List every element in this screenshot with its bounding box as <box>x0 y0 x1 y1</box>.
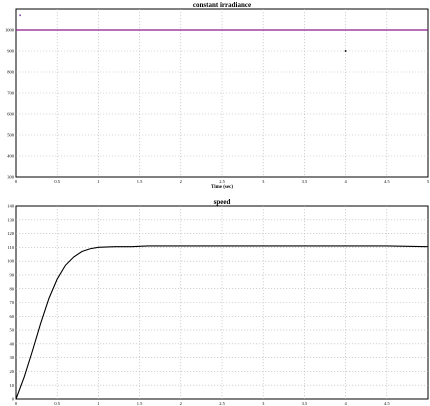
x-tick-label: 4.5 <box>384 179 390 184</box>
x-tick-label: 4.5 <box>384 401 390 406</box>
irradiance-chart: constant irradiance 0 0.5 1 1.5 2 2.5 3 3.5 4 4.5 5… <box>5 1 430 190</box>
x-tick-label: 1 <box>97 401 99 406</box>
y-tick-label: 700 <box>7 91 15 96</box>
y-tick-label: 500 <box>7 133 15 138</box>
y-tick-label: 70 <box>10 300 15 305</box>
y-tick-label: 800 <box>7 70 15 75</box>
chart-title: speed <box>214 198 231 206</box>
x-tick-label: 0.5 <box>54 179 60 184</box>
y-tick-label: 80 <box>10 286 15 291</box>
x-tick-label: 4 <box>344 179 347 184</box>
y-tick-label: 1000 <box>5 28 15 33</box>
x-tick-label: 1.5 <box>137 401 143 406</box>
x-tick-label: 2.5 <box>219 401 225 406</box>
y-tick-label: 600 <box>7 112 15 117</box>
x-tick-label: 1.5 <box>137 179 143 184</box>
x-tick-label: 0 <box>15 401 18 406</box>
data-marker <box>344 50 347 52</box>
y-tick-label: 100 <box>7 259 15 264</box>
data-marker <box>19 14 21 17</box>
y-tick-label: 50 <box>10 328 15 333</box>
y-tick-label: 10 <box>10 383 15 388</box>
y-tick-label: 130 <box>7 217 15 222</box>
y-tick-label: 90 <box>10 273 15 278</box>
series-line <box>15 245 429 400</box>
y-tick-label: 20 <box>10 369 15 374</box>
y-tick-label: 40 <box>10 341 15 346</box>
chart-title: constant irradiance <box>193 1 251 9</box>
x-tick-label: 2 <box>180 179 182 184</box>
y-tick-label: 110 <box>7 245 14 250</box>
x-tick-label: 1 <box>97 179 99 184</box>
y-tick-label: 0 <box>12 397 15 402</box>
y-tick-label: 300 <box>7 175 15 180</box>
x-tick-label: 4 <box>344 401 347 406</box>
x-tick-label: 3.5 <box>302 401 308 406</box>
y-tick-label: 140 <box>7 204 15 209</box>
x-tick-label: 2 <box>180 401 182 406</box>
x-tick-label: 0 <box>15 179 18 184</box>
y-tick-label: 900 <box>7 49 15 54</box>
x-tick-label: 2.5 <box>219 179 225 184</box>
y-tick-label: 30 <box>10 355 15 360</box>
speed-chart: speed 0 0.5 1 1.5 2 2.5 3 3.5 4 4.5 0 10 20 30 40 50 60 70… <box>7 198 429 406</box>
y-tick-label: 60 <box>10 314 15 319</box>
y-tick-label: 400 <box>7 154 15 159</box>
x-axis-label: Time (sec) <box>211 185 233 190</box>
x-tick-label: 3 <box>262 401 265 406</box>
x-tick-label: 0.5 <box>54 401 60 406</box>
x-tick-label: 5 <box>427 179 430 184</box>
x-tick-label: 3.5 <box>302 179 308 184</box>
y-tick-label: 120 <box>7 231 15 236</box>
x-tick-label: 3 <box>262 179 265 184</box>
